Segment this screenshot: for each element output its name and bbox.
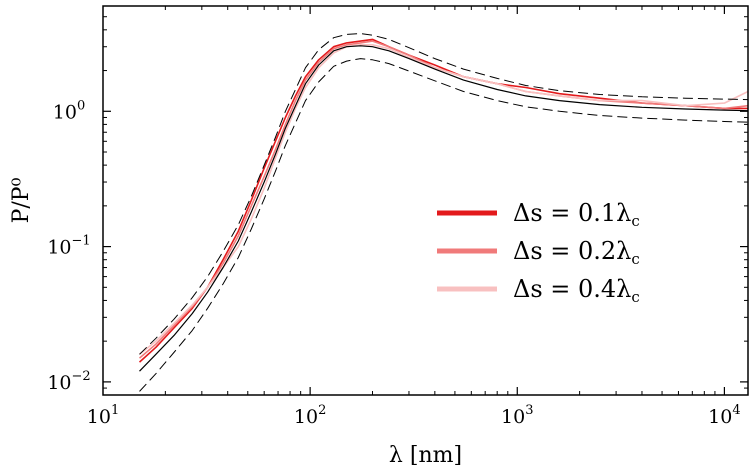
x-tick-label-exponent: 3 — [525, 403, 533, 418]
plot-frame — [102, 5, 749, 396]
x-tick-label-exponent: 2 — [318, 403, 326, 418]
x-tick-label: 102 — [294, 403, 326, 428]
x-tick-label-base: 10 — [708, 406, 732, 428]
x-tick-label-base: 10 — [501, 406, 525, 428]
x-tick-label: 104 — [708, 403, 740, 428]
legend-label: Δs = 0.2λc — [513, 237, 640, 268]
y-axis-label: P/P⁰ — [9, 177, 34, 223]
y-tick-label-exponent: −2 — [72, 369, 91, 384]
y-tick-label-exponent: 0 — [77, 98, 85, 113]
x-tick-label-exponent: 4 — [732, 403, 740, 418]
series-line--s-0-1-c — [138, 38, 748, 363]
y-tick-label-base: 10 — [47, 237, 71, 259]
legend-label-main: Δs = 0.4λ — [513, 275, 631, 303]
y-tick-label-base: 10 — [53, 101, 77, 123]
legend-label-main: Δs = 0.1λ — [513, 199, 631, 227]
x-tick-label: 101 — [87, 403, 119, 428]
legend-label-main: Δs = 0.2λ — [513, 237, 631, 265]
y-tick-label-exponent: −1 — [72, 234, 91, 249]
x-tick-label-exponent: 1 — [111, 403, 119, 418]
series-line-lower-bound — [139, 58, 749, 392]
legend-label-subscript: c — [631, 212, 639, 230]
series-line-fit — [139, 45, 749, 372]
x-axis-label: λ [nm] — [389, 443, 462, 468]
plot-series — [138, 33, 749, 392]
y-tick-label: 10−2 — [47, 369, 90, 394]
series-line--s-0-2-c — [138, 40, 749, 359]
legend-label-subscript: c — [631, 288, 639, 306]
y-tick-label: 100 — [53, 98, 85, 123]
x-tick-label: 103 — [501, 403, 533, 428]
series-line--s-0-4-c — [139, 43, 749, 355]
legend-label-subscript: c — [631, 250, 639, 268]
legend-label: Δs = 0.4λc — [513, 275, 640, 306]
series-line-upper-bound — [139, 33, 749, 355]
y-tick-label: 10−1 — [47, 234, 90, 259]
legend-label: Δs = 0.1λc — [513, 199, 640, 230]
x-tick-label-base: 10 — [87, 406, 111, 428]
x-tick-label-base: 10 — [294, 406, 318, 428]
y-tick-label-base: 10 — [47, 372, 71, 394]
